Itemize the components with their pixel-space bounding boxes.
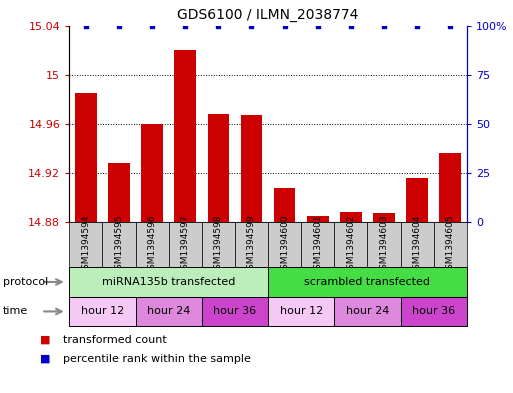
Bar [334,222,367,267]
Bar [268,297,334,326]
Point [82,22,90,29]
Bar [69,297,135,326]
Text: GSM1394605: GSM1394605 [446,214,455,275]
Bar [135,297,202,326]
Text: GSM1394600: GSM1394600 [280,214,289,275]
Text: percentile rank within the sample: percentile rank within the sample [64,354,251,364]
Text: GSM1394596: GSM1394596 [148,214,156,275]
Bar [440,153,461,222]
Point [214,22,223,29]
Text: transformed count: transformed count [64,335,167,345]
Text: time: time [3,307,28,316]
Point [347,22,355,29]
Bar [373,213,395,222]
Text: GSM1394602: GSM1394602 [346,215,356,275]
Text: hour 36: hour 36 [412,307,455,316]
Point [281,22,289,29]
Bar [141,124,163,222]
Bar [241,115,262,222]
Bar [334,297,401,326]
Point [148,22,156,29]
Bar [174,50,196,222]
Bar [268,267,467,297]
Bar [307,216,328,222]
Bar [169,222,202,267]
Bar [367,222,401,267]
Text: hour 12: hour 12 [280,307,323,316]
Point [446,22,455,29]
Point [247,22,255,29]
Bar [208,114,229,222]
Bar [268,222,301,267]
Point [313,22,322,29]
Text: GSM1394603: GSM1394603 [380,214,388,275]
Text: hour 36: hour 36 [213,307,256,316]
Bar [433,222,467,267]
Bar [135,222,169,267]
Bar [75,93,96,222]
Bar [235,222,268,267]
Text: miRNA135b transfected: miRNA135b transfected [102,277,235,287]
Text: GSM1394601: GSM1394601 [313,214,322,275]
Text: GSM1394597: GSM1394597 [181,214,190,275]
Bar [69,222,103,267]
Text: hour 12: hour 12 [81,307,124,316]
Text: hour 24: hour 24 [147,307,190,316]
Bar [69,267,268,297]
Text: scrambled transfected: scrambled transfected [304,277,430,287]
Text: ■: ■ [40,354,50,364]
Bar [406,178,428,222]
Point [413,22,421,29]
Title: GDS6100 / ILMN_2038774: GDS6100 / ILMN_2038774 [177,8,359,22]
Text: GSM1394595: GSM1394595 [114,214,124,275]
Text: hour 24: hour 24 [346,307,389,316]
Bar [202,222,235,267]
Bar [108,163,130,222]
Text: GSM1394604: GSM1394604 [412,215,422,275]
Bar [340,212,362,222]
Point [115,22,123,29]
Text: GSM1394598: GSM1394598 [214,214,223,275]
Text: GSM1394594: GSM1394594 [82,215,90,275]
Point [181,22,189,29]
Bar [202,297,268,326]
Bar [401,222,433,267]
Bar [103,222,135,267]
Point [380,22,388,29]
Bar [274,187,295,222]
Bar [301,222,334,267]
Text: ■: ■ [40,335,50,345]
Text: protocol: protocol [3,277,48,287]
Bar [401,297,467,326]
Text: GSM1394599: GSM1394599 [247,214,256,275]
